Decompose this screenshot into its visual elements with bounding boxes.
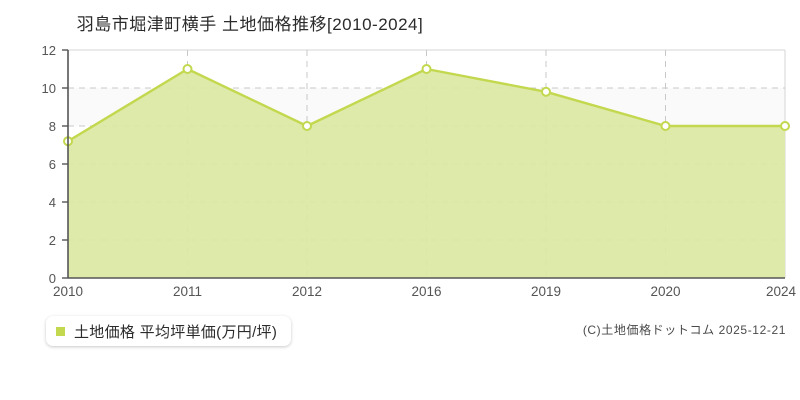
- x-tick-label: 2019: [531, 284, 561, 299]
- chart-legend[interactable]: 土地価格 平均坪単価(万円/坪): [46, 316, 292, 346]
- series-markers: [63, 64, 790, 147]
- x-tick-label: 2010: [53, 284, 83, 299]
- x-tick-label: 2011: [173, 284, 202, 299]
- y-tick-label: 8: [49, 119, 56, 134]
- y-tick-label: 10: [42, 81, 56, 96]
- legend-series-label: 土地価格 平均坪単価(万円/坪): [74, 323, 278, 341]
- legend-color-swatch-icon: [56, 326, 65, 336]
- y-tick-label: 2: [49, 233, 56, 248]
- copyright-credit: (C)土地価格ドットコム 2025-12-21: [582, 323, 786, 337]
- y-axis-tick-labels: 12 10 8 6 4 2 0: [42, 43, 56, 286]
- x-tick-label: 2020: [650, 284, 680, 299]
- series-area-fill: [68, 69, 785, 278]
- y-tick-label: 12: [42, 43, 56, 58]
- x-tick-label: 2024: [766, 284, 797, 299]
- y-axis-ticks: [62, 49, 68, 279]
- chart-title: 羽島市堀津町横手 土地価格推移[2010-2024]: [76, 15, 424, 34]
- x-tick-label: 2012: [292, 284, 322, 299]
- y-tick-label: 0: [49, 271, 56, 286]
- y-tick-label: 6: [49, 157, 56, 172]
- y-tick-label: 4: [49, 195, 56, 210]
- x-axis-tick-labels: 2010 2011 2012 2016 2019 2020 2024: [53, 284, 797, 299]
- x-tick-label: 2016: [411, 284, 441, 299]
